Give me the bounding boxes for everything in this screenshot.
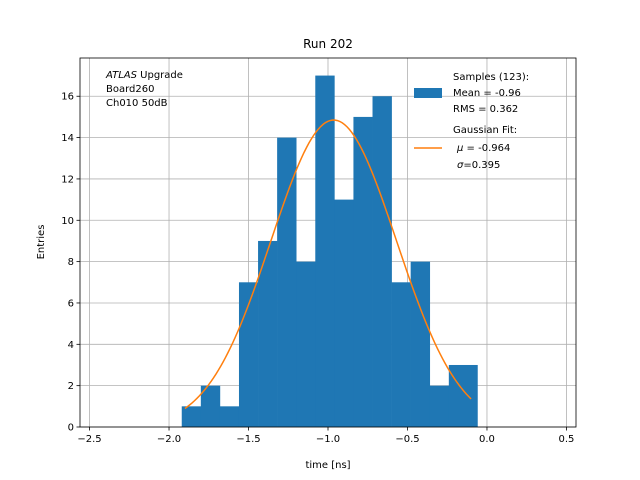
- histogram-bar-12: [410, 261, 431, 427]
- x-tick-label-3: −1.0: [316, 434, 340, 445]
- x-tick-label-6: 0.5: [559, 434, 575, 445]
- legend-fit-stat-1: σ=0.395: [457, 160, 500, 171]
- x-tick-label-2: −1.5: [236, 434, 260, 445]
- annotation-line-0: ATLAS Upgrade: [105, 70, 183, 81]
- legend-histogram-name: Samples (123):: [453, 72, 529, 83]
- legend-histogram-stat-0: Mean = -0.96: [453, 88, 521, 99]
- histogram-bar-6: [296, 261, 316, 427]
- legend-histogram-swatch: [414, 88, 442, 98]
- histogram-bar-1: [200, 385, 221, 427]
- chart-title: Run 202: [303, 37, 353, 51]
- y-tick-label-3: 6: [68, 298, 74, 309]
- histogram-bar-4: [258, 240, 278, 427]
- histogram-bar-13: [429, 385, 450, 427]
- y-axis-ticks: 0 2 4 6 8 10 12 14 16: [61, 92, 80, 434]
- x-tick-label-0: −2.5: [77, 434, 101, 445]
- y-tick-label-7: 14: [61, 133, 74, 144]
- x-tick-label-5: 0.0: [479, 434, 495, 445]
- histogram-bar-9: [353, 116, 373, 428]
- legend: Samples (123): Mean = -0.96 RMS = 0.362 G…: [414, 72, 529, 171]
- histogram-bar-7: [315, 75, 335, 428]
- histogram-bar-8: [334, 199, 354, 427]
- y-tick-label-4: 8: [68, 257, 74, 268]
- x-axis-label: time [ns]: [305, 460, 350, 471]
- x-tick-label-1: −2.0: [157, 434, 181, 445]
- gaussian-fit-curve: [184, 119, 472, 410]
- histogram-bar-5: [277, 137, 297, 427]
- annotation-line-1: Board260: [106, 84, 154, 95]
- legend-fit-stat-0: μ = -0.964: [456, 143, 510, 154]
- histogram-bar-0: [181, 406, 202, 427]
- histogram-bar-2: [219, 406, 240, 427]
- histogram-bar-14: [448, 364, 478, 427]
- y-tick-label-1: 2: [68, 381, 74, 392]
- y-tick-label-5: 10: [61, 216, 74, 227]
- y-tick-label-0: 0: [68, 423, 74, 434]
- histogram-bars: [181, 75, 478, 428]
- y-axis-label: Entries: [36, 225, 47, 260]
- legend-histogram-stat-1: RMS = 0.362: [453, 104, 518, 115]
- atlas-annotation: ATLAS Upgrade Board260 Ch010 50dB: [105, 70, 183, 109]
- legend-fit-name: Gaussian Fit:: [453, 125, 517, 136]
- y-tick-label-2: 4: [68, 340, 74, 351]
- x-tick-label-4: −0.5: [395, 434, 419, 445]
- y-tick-label-6: 12: [61, 174, 74, 185]
- histogram-bar-11: [391, 282, 411, 427]
- histogram-bar-10: [372, 96, 392, 427]
- annotation-line-2: Ch010 50dB: [106, 98, 168, 109]
- x-axis-ticks: −2.5 −2.0 −1.5 −1.0 −0.5 0.0 0.5: [77, 427, 574, 445]
- y-tick-label-8: 16: [61, 92, 74, 103]
